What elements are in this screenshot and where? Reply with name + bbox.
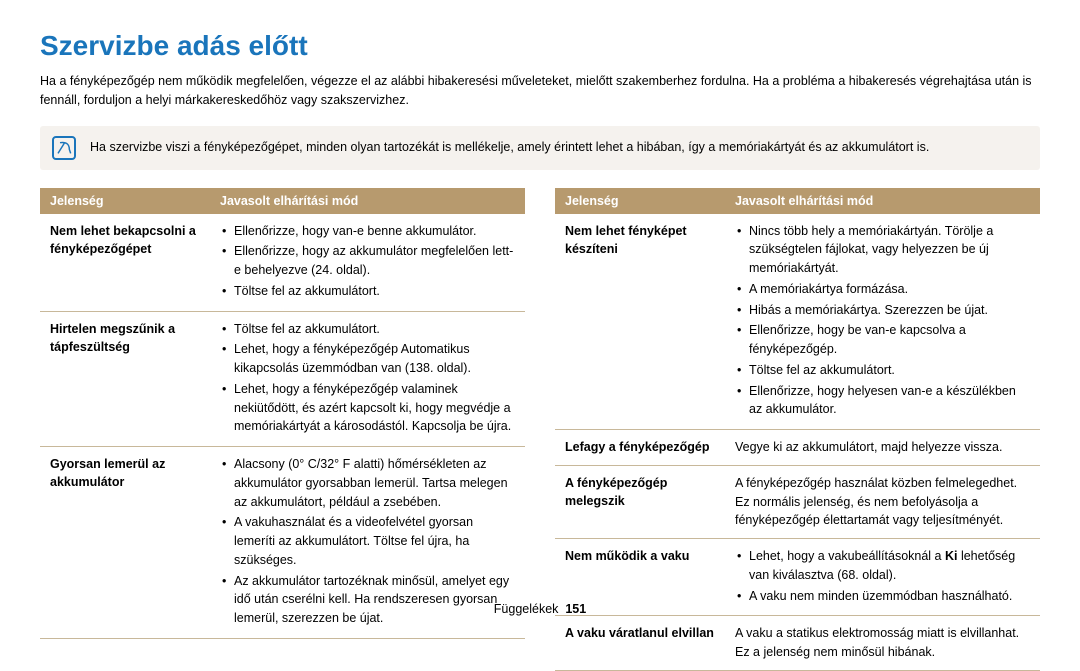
table-row: A vaku váratlanul elvillan A vaku a stati…: [555, 616, 1040, 671]
symptom-cell: A vaku váratlanul elvillan: [555, 616, 725, 671]
right-column: Jelenség Javasolt elhárítási mód Nem leh…: [555, 188, 1040, 671]
remedy-cell: Töltse fel az akkumulátort.Lehet, hogy a…: [210, 311, 525, 447]
remedy-list: Töltse fel az akkumulátort.Lehet, hogy a…: [220, 320, 515, 437]
remedy-item: A vakuhasználat és a videofelvétel gyors…: [220, 513, 515, 569]
remedy-item: Alacsony (0° C/32° F alatti) hőmérséklet…: [220, 455, 515, 511]
table-row: Hirtelen megszűnik a tápfeszültségTöltse…: [40, 311, 525, 447]
troubleshoot-table-left: Jelenség Javasolt elhárítási mód Nem leh…: [40, 188, 525, 639]
th-symptom: Jelenség: [40, 188, 210, 214]
remedy-item: Ellenőrizze, hogy van-e benne akkumuláto…: [220, 222, 515, 241]
symptom-cell: A fényképezőgép melegszik: [555, 465, 725, 538]
troubleshoot-table-right: Jelenség Javasolt elhárítási mód Nem leh…: [555, 188, 1040, 671]
remedy-cell: Vegye ki az akkumulátort, majd helyezze …: [725, 430, 1040, 466]
remedy-item: Töltse fel az akkumulátort.: [220, 282, 515, 301]
remedy-item: Töltse fel az akkumulátort.: [220, 320, 515, 339]
intro-text: Ha a fényképezőgép nem működik megfelelő…: [40, 72, 1040, 110]
table-row: Nem lehet bekapcsolni a fényképezőgépet E…: [40, 214, 525, 312]
remedy-item: Töltse fel az akkumulátort.: [735, 361, 1030, 380]
remedy-item: Ellenőrizze, hogy be van-e kapcsolva a f…: [735, 321, 1030, 359]
note-icon: [52, 136, 76, 160]
remedy-text: A fényképezőgép használat közben felmele…: [735, 476, 1017, 528]
left-column: Jelenség Javasolt elhárítási mód Nem leh…: [40, 188, 525, 671]
symptom-cell: Hirtelen megszűnik a tápfeszültség: [40, 311, 210, 447]
th-symptom: Jelenség: [555, 188, 725, 214]
remedy-item: Hibás a memóriakártya. Szerezzen be újat…: [735, 301, 1030, 320]
remedy-item: Ellenőrizze, hogy az akkumulátor megfele…: [220, 242, 515, 280]
remedy-cell: A fényképezőgép használat közben felmele…: [725, 465, 1040, 538]
remedy-item: Az akkumulátor tartozéknak minősül, amel…: [220, 572, 515, 628]
remedy-list: Nincs több hely a memóriakártyán. Törölj…: [735, 222, 1030, 420]
symptom-cell: Nem lehet bekapcsolni a fényképezőgépet: [40, 214, 210, 312]
note-text: Ha szervizbe viszi a fényképezőgépet, mi…: [90, 139, 929, 157]
remedy-item: Lehet, hogy a vakubeállításoknál a Ki le…: [735, 547, 1030, 585]
footer-page-number: 151: [565, 602, 586, 616]
symptom-cell: Nem lehet fényképet készíteni: [555, 214, 725, 430]
remedy-cell: Nincs több hely a memóriakártyán. Törölj…: [725, 214, 1040, 430]
remedy-list: Lehet, hogy a vakubeállításoknál a Ki le…: [735, 547, 1030, 605]
th-remedy: Javasolt elhárítási mód: [725, 188, 1040, 214]
remedy-item: Ellenőrizze, hogy helyesen van-e a készü…: [735, 382, 1030, 420]
th-remedy: Javasolt elhárítási mód: [210, 188, 525, 214]
remedy-cell: A vaku a statikus elektromosság miatt is…: [725, 616, 1040, 671]
remedy-cell: Ellenőrizze, hogy van-e benne akkumuláto…: [210, 214, 525, 312]
table-row: A fényképezőgép melegszikA fényképezőgép…: [555, 465, 1040, 538]
remedy-list: Ellenőrizze, hogy van-e benne akkumuláto…: [220, 222, 515, 301]
table-row: Nem lehet fényképet készíteniNincs több …: [555, 214, 1040, 430]
footer-section: Függelékek: [494, 602, 559, 616]
remedy-text: Vegye ki az akkumulátort, majd helyezze …: [735, 440, 1002, 454]
page-title: Szervizbe adás előtt: [40, 30, 1040, 62]
page-footer: Függelékek 151: [0, 602, 1080, 616]
remedy-item: Nincs több hely a memóriakártyán. Törölj…: [735, 222, 1030, 278]
note-box: Ha szervizbe viszi a fényképezőgépet, mi…: [40, 126, 1040, 170]
remedy-item: Lehet, hogy a fényképezőgép Automatikus …: [220, 340, 515, 378]
tables-wrapper: Jelenség Javasolt elhárítási mód Nem leh…: [40, 188, 1040, 671]
remedy-item: A memóriakártya formázása.: [735, 280, 1030, 299]
symptom-cell: Lefagy a fényképezőgép: [555, 430, 725, 466]
table-row: Lefagy a fényképezőgép Vegye ki az akkumu…: [555, 430, 1040, 466]
remedy-text: A vaku a statikus elektromosság miatt is…: [735, 626, 1019, 659]
remedy-item: Lehet, hogy a fényképezőgép valaminek ne…: [220, 380, 515, 436]
